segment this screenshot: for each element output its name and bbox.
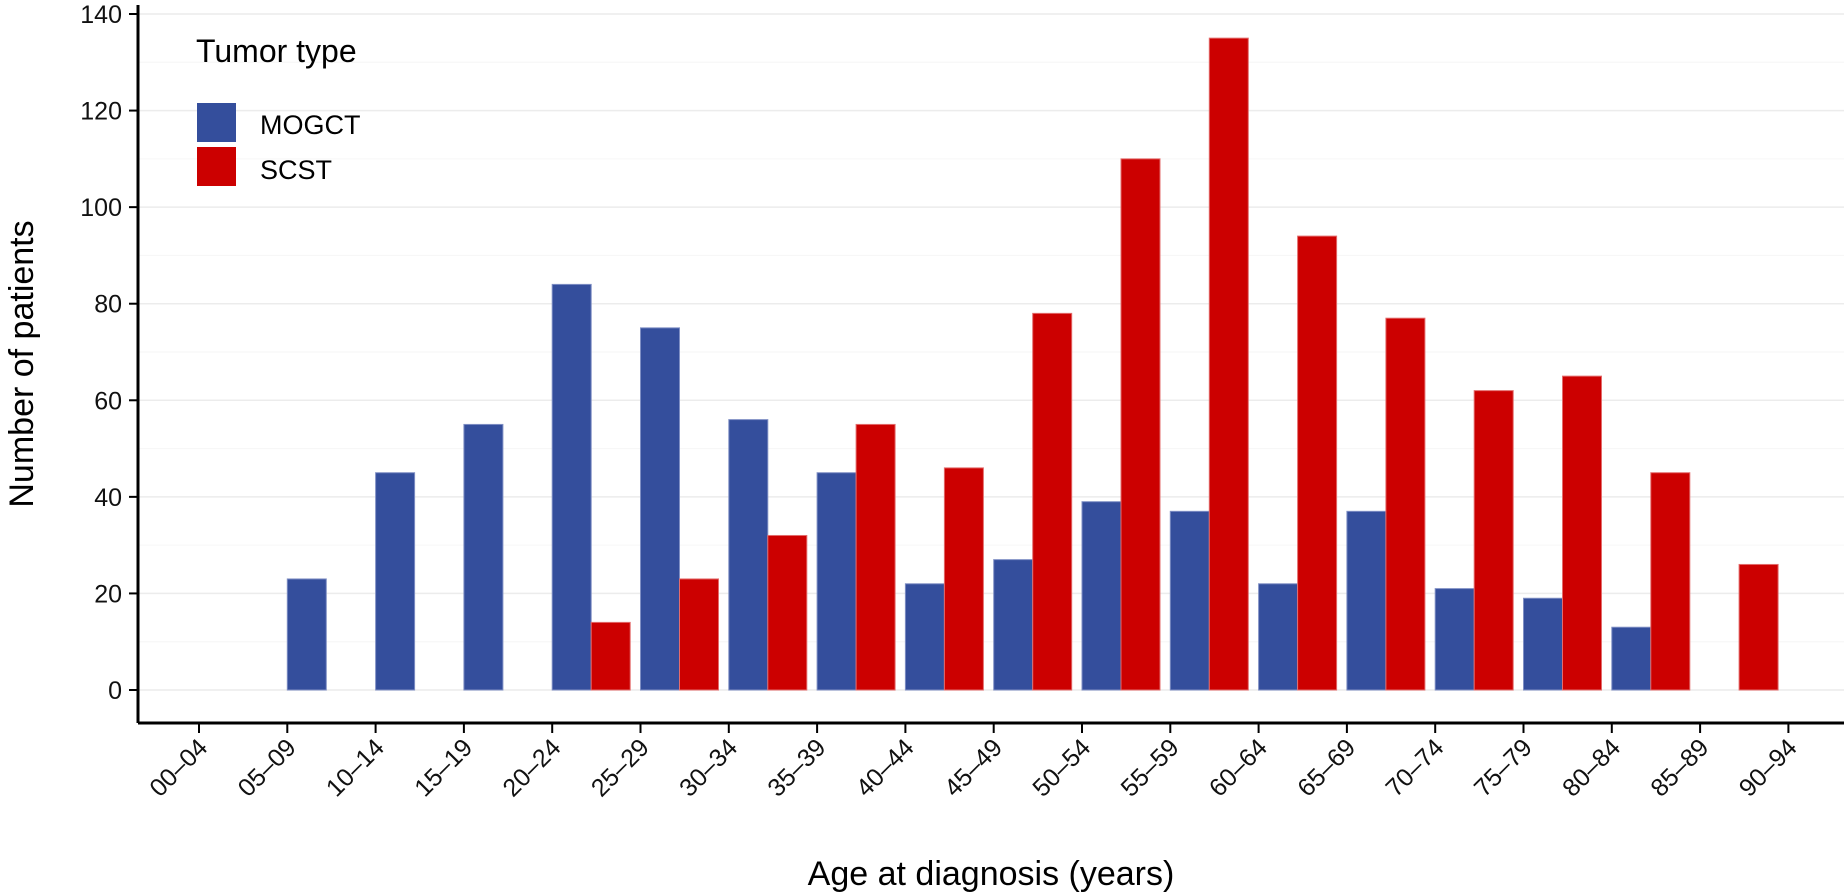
bar-scst-70–74 — [1473, 390, 1514, 691]
bar-mogct-70–74 — [1434, 588, 1475, 691]
x-tick-label: 45–49 — [939, 733, 1008, 802]
x-ticks: 00–04 05–09 10–14 15–19 20–24 25–29 30–34 35–39… — [144, 723, 1803, 802]
y-tick-label: 120 — [80, 98, 122, 126]
x-tick-label: 30–34 — [674, 733, 743, 802]
legend-label-mogct: MOGCT — [260, 110, 361, 140]
bar-scst-45–49 — [1032, 312, 1073, 691]
y-tick-label: 140 — [80, 1, 122, 29]
bar-mogct-10–14 — [375, 472, 416, 691]
x-tick-label: 80–84 — [1557, 733, 1626, 802]
bar-scst-50–54 — [1120, 158, 1161, 691]
bar-mogct-25–29 — [640, 327, 680, 691]
x-tick-label: 50–54 — [1027, 733, 1096, 802]
x-tick-label: 05–09 — [233, 733, 302, 802]
axes — [136, 5, 1844, 725]
x-tick-label: 40–44 — [851, 733, 920, 802]
y-axis-title: Number of patients — [3, 220, 41, 507]
y-tick-label: 0 — [108, 677, 122, 705]
bar-scst-30–34 — [767, 534, 808, 691]
bar-mogct-45–49 — [993, 559, 1034, 691]
bar-scst-35–39 — [855, 423, 896, 691]
bar-mogct-50–54 — [1081, 501, 1122, 691]
x-axis-title: Age at diagnosis (years) — [808, 855, 1175, 893]
bars — [286, 37, 1779, 691]
x-tick-label: 60–64 — [1204, 733, 1273, 802]
bar-scst-20–24 — [590, 621, 631, 691]
bar-mogct-80–84 — [1611, 626, 1652, 691]
bar-mogct-20–24 — [551, 283, 592, 691]
bar-mogct-65–69 — [1346, 510, 1387, 691]
x-tick-label: 85–89 — [1645, 733, 1714, 802]
x-tick-label: 90–94 — [1734, 733, 1803, 802]
x-tick-label: 00–04 — [144, 733, 213, 802]
bar-scst-80–84 — [1650, 472, 1691, 691]
y-tick-label: 100 — [80, 194, 122, 222]
bar-mogct-30–34 — [728, 419, 769, 691]
x-tick-label: 75–79 — [1469, 733, 1538, 802]
bar-mogct-05–09 — [286, 578, 327, 691]
x-tick-label: 10–14 — [321, 733, 390, 802]
y-tick-label: 80 — [94, 291, 122, 319]
bar-mogct-75–79 — [1523, 597, 1563, 691]
bar-scst-85–89 — [1738, 563, 1779, 691]
x-tick-label: 55–59 — [1116, 733, 1185, 802]
x-tick-label: 70–74 — [1380, 733, 1449, 802]
bar-scst-55–59 — [1208, 37, 1249, 691]
bar-scst-40–44 — [943, 467, 984, 691]
bar-scst-25–29 — [679, 578, 719, 691]
y-ticks: 0 20 40 60 80 100 120 140 — [80, 1, 138, 705]
bar-mogct-60–64 — [1258, 583, 1299, 691]
x-tick-label: 15–19 — [409, 733, 478, 802]
bar-scst-65–69 — [1385, 317, 1426, 691]
y-tick-label: 40 — [94, 484, 122, 512]
legend-label-scst: SCST — [260, 155, 332, 185]
bar-scst-75–79 — [1562, 375, 1602, 691]
y-tick-label: 60 — [94, 387, 122, 415]
x-tick-label: 25–29 — [586, 733, 655, 802]
bar-mogct-15–19 — [463, 423, 504, 691]
bar-mogct-55–59 — [1169, 510, 1210, 691]
legend-swatch-mogct — [197, 103, 236, 142]
x-tick-label: 20–24 — [497, 733, 566, 802]
legend: Tumor type MOGCT SCST — [196, 33, 361, 186]
bar-mogct-40–44 — [904, 583, 945, 691]
grid-lines — [138, 13, 1844, 691]
legend-swatch-scst — [197, 147, 236, 186]
x-tick-label: 35–39 — [762, 733, 831, 802]
legend-title: Tumor type — [196, 33, 357, 69]
bar-scst-60–64 — [1297, 235, 1338, 691]
y-tick-label: 20 — [94, 580, 122, 608]
x-tick-label: 65–69 — [1292, 733, 1361, 802]
bar-mogct-35–39 — [816, 472, 857, 691]
